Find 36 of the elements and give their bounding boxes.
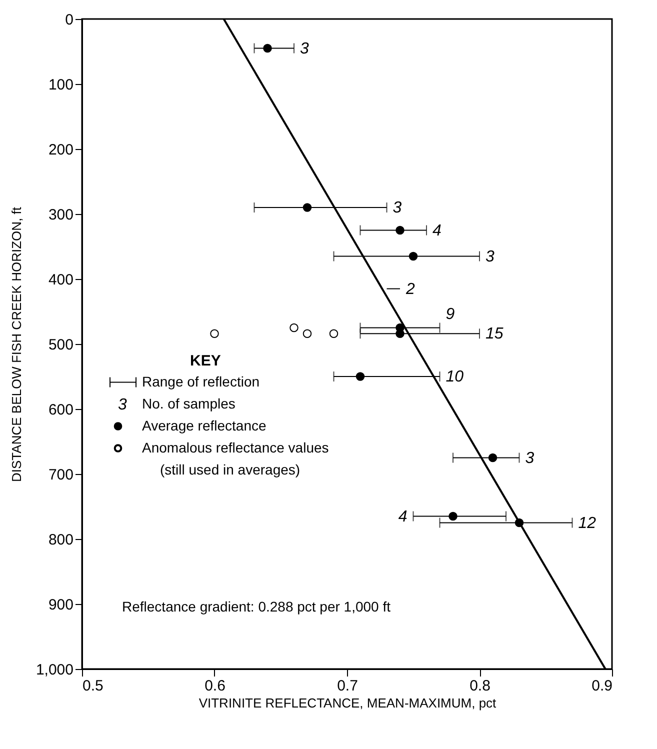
annotation: 3 <box>525 450 534 467</box>
y-tick-label: 200 <box>48 142 74 158</box>
legend-label: Average reflectance <box>142 417 266 434</box>
annotation: 4 <box>398 508 408 526</box>
y-tick-label: 800 <box>48 532 74 548</box>
annotation: 10 <box>446 368 464 386</box>
y-tick-label: 100 <box>48 76 74 94</box>
x-tick-label: 0.8 <box>470 678 490 694</box>
y-tick-label: 700 <box>48 466 74 484</box>
x-tick-label: 0.5 <box>82 678 104 694</box>
y-tick-label: 500 <box>48 336 74 354</box>
annotation: 9 <box>446 306 455 323</box>
y-tick-label: 600 <box>48 402 74 418</box>
annotation: 12 <box>578 514 596 532</box>
annotation: Range of reflection <box>142 373 260 390</box>
y-tick-label: 400 <box>48 272 74 288</box>
annotation: No. of samples <box>142 395 236 412</box>
annotation: 3 <box>118 396 127 414</box>
x-axis-title: VITRINITE REFLECTANCE, MEAN-MAXIMUM, pct <box>198 696 497 710</box>
y-axis-title: DISTANCE BELOW FISH CREEK HORIZON, ft <box>8 206 24 482</box>
y-tick-label: 900 <box>48 596 74 614</box>
annotation: 2 <box>405 280 415 298</box>
x-tick-label: 0.9 <box>592 678 612 694</box>
annotation: 3 <box>392 200 402 216</box>
annotation: 4 <box>432 222 442 240</box>
annotation: Reflectance gradient: 0.288 pct per 1,000 ft <box>122 598 391 614</box>
x-tick-label: 0.7 <box>337 678 358 694</box>
annotation: 15 <box>486 326 504 343</box>
annotation: 3 <box>486 248 494 266</box>
y-tick-label: 0 <box>65 12 74 28</box>
legend-title: KEY <box>190 352 221 370</box>
x-tick-label: 0.6 <box>204 678 226 694</box>
annotation: 3 <box>300 40 309 58</box>
y-tick-label: 300 <box>48 206 74 224</box>
legend-label: Anomalous reflectance values (still used in averages) <box>142 439 329 478</box>
y-tick-label: 1,000 <box>36 662 74 678</box>
